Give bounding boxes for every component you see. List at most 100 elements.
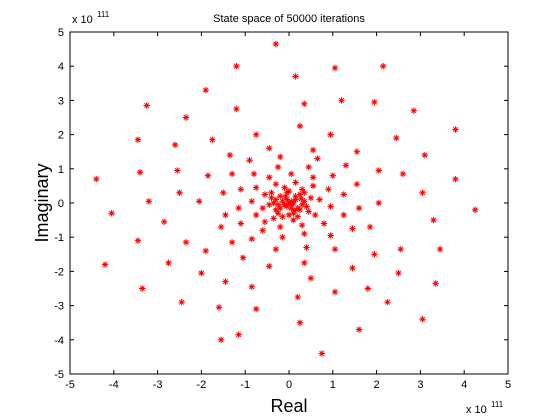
data-point — [340, 191, 347, 198]
data-point — [182, 239, 190, 246]
data-point — [160, 218, 168, 226]
data-point — [220, 189, 227, 196]
data-point — [143, 102, 150, 109]
data-point — [266, 174, 273, 181]
data-point — [239, 254, 247, 261]
data-point — [436, 245, 444, 253]
data-point — [379, 63, 387, 70]
data-point — [204, 172, 212, 179]
data-point — [228, 170, 236, 178]
data-point — [331, 245, 339, 253]
y-axis-exponent: x 10 111 — [72, 10, 110, 26]
data-point — [452, 175, 459, 183]
data-point — [421, 151, 428, 159]
data-point — [134, 136, 142, 143]
x-tick-label: 5 — [505, 379, 511, 391]
data-point — [384, 298, 391, 306]
data-point — [277, 192, 284, 200]
data-point — [309, 174, 317, 181]
data-point — [314, 155, 321, 162]
data-point — [312, 211, 319, 219]
x-tick-label: 0 — [286, 379, 292, 391]
data-point — [375, 167, 382, 174]
data-point — [364, 285, 372, 292]
data-point — [222, 211, 229, 219]
data-point — [274, 210, 282, 217]
data-point — [329, 172, 336, 179]
data-point — [316, 196, 323, 203]
data-point — [292, 179, 299, 186]
data-point — [250, 170, 258, 178]
data-point — [279, 234, 286, 241]
data-point — [292, 192, 299, 200]
data-point — [290, 216, 297, 224]
y-tick-label: -4 — [54, 335, 64, 347]
data-point — [282, 193, 289, 201]
data-point — [305, 163, 312, 171]
chart-title: State space of 50000 iterations — [213, 13, 365, 25]
y-exponent-power: 111 — [97, 10, 110, 19]
data-point — [393, 134, 400, 142]
data-point — [228, 239, 236, 246]
data-point — [327, 203, 334, 210]
data-point — [270, 215, 277, 222]
data-point — [266, 145, 273, 152]
data-point — [171, 141, 179, 149]
data-point — [237, 186, 245, 193]
x-tick-label: -1 — [240, 379, 250, 391]
data-point — [196, 198, 203, 205]
data-point — [252, 184, 260, 191]
data-point — [272, 245, 280, 253]
x-exponent-base: x 10 — [466, 404, 487, 416]
data-point — [419, 189, 426, 196]
data-point — [371, 98, 378, 106]
data-point — [301, 259, 308, 267]
data-point — [291, 207, 298, 214]
data-point — [108, 210, 115, 217]
data-point — [139, 285, 146, 292]
data-point — [327, 131, 334, 138]
data-point — [252, 305, 260, 313]
data-point — [233, 63, 240, 70]
data-point — [471, 206, 479, 214]
y-tick-label: 2 — [58, 130, 64, 142]
data-point — [371, 251, 378, 258]
data-point — [259, 227, 266, 234]
data-point — [296, 319, 304, 326]
data-point — [430, 216, 437, 224]
data-point — [349, 225, 356, 232]
data-point — [331, 64, 339, 72]
data-point — [353, 180, 361, 188]
data-point — [246, 157, 253, 164]
data-point — [397, 245, 404, 253]
data-point — [134, 237, 142, 244]
data-point — [248, 235, 255, 243]
data-point — [298, 195, 305, 203]
data-point — [222, 278, 229, 285]
data-point — [399, 170, 407, 178]
data-point — [217, 223, 225, 231]
data-point — [274, 201, 282, 208]
data-point — [301, 230, 308, 237]
data-point — [272, 180, 280, 188]
y-tick-label: -1 — [54, 232, 64, 244]
data-point — [235, 204, 242, 212]
data-point — [410, 107, 418, 114]
data-point — [294, 213, 301, 220]
data-point — [318, 350, 326, 357]
x-tick-label: -2 — [197, 379, 207, 391]
data-point — [259, 204, 266, 212]
data-point — [261, 218, 269, 226]
x-tick-label: 3 — [417, 379, 423, 391]
data-point — [292, 73, 299, 80]
data-point — [355, 326, 363, 333]
data-point — [182, 114, 190, 121]
data-point — [298, 222, 306, 229]
data-point — [233, 105, 240, 113]
data-point — [331, 288, 339, 296]
data-point — [296, 206, 304, 214]
data-point — [285, 211, 293, 219]
x-exponent-power: 111 — [491, 400, 504, 409]
